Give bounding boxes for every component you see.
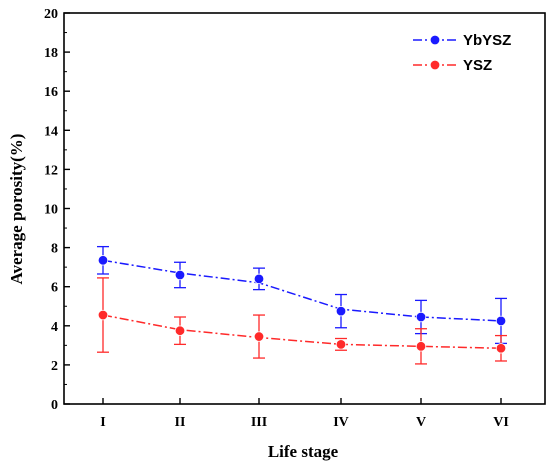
data-point [97,309,109,321]
y-tick-label: 14 [44,124,58,139]
x-tick-label: I [100,415,105,430]
data-point [253,273,265,285]
legend-marker [429,34,441,46]
series-line [102,314,502,350]
legend-label: YSZ [463,57,492,74]
y-tick-label: 2 [51,359,58,374]
x-axis: I II III IV V VI [100,398,509,430]
y-tick-label: 6 [51,281,58,296]
data-point [174,325,186,336]
x-tick-label: IV [333,415,349,430]
data-point [495,343,507,354]
data-point [335,305,347,317]
data-point [253,331,265,342]
y-axis: 0 2 4 6 8 10 12 14 16 18 20 [44,7,70,413]
y-tick-label: 20 [44,7,58,22]
legend: YbYSZ YSZ [413,32,511,74]
series-ybysz [97,245,507,345]
y-tick-label: 16 [44,85,58,100]
x-axis-title: Life stage [268,442,339,461]
legend-item-ysz: YSZ [413,57,492,74]
y-tick-label: 18 [44,46,58,61]
data-point [97,255,109,266]
data-point [415,311,427,323]
legend-label: YbYSZ [463,32,511,49]
data-point [415,341,427,352]
series-layer [97,245,507,365]
legend-item-ybysz: YbYSZ [413,32,511,49]
data-point [335,339,347,350]
y-tick-label: 4 [51,320,58,335]
y-tick-label: 12 [44,163,58,178]
y-tick-label: 10 [44,203,58,218]
x-tick-label: V [416,415,426,430]
y-tick-label: 8 [51,242,58,257]
y-axis-title: Average porosity(%) [7,134,26,285]
x-tick-label: II [175,415,186,430]
series-ysz [97,277,507,365]
x-tick-label: VI [493,415,509,430]
y-tick-label: 0 [51,398,58,413]
data-point [174,269,186,281]
series-line [102,259,502,322]
x-tick-label: III [251,415,267,430]
legend-marker [429,59,441,71]
data-point [495,315,507,327]
